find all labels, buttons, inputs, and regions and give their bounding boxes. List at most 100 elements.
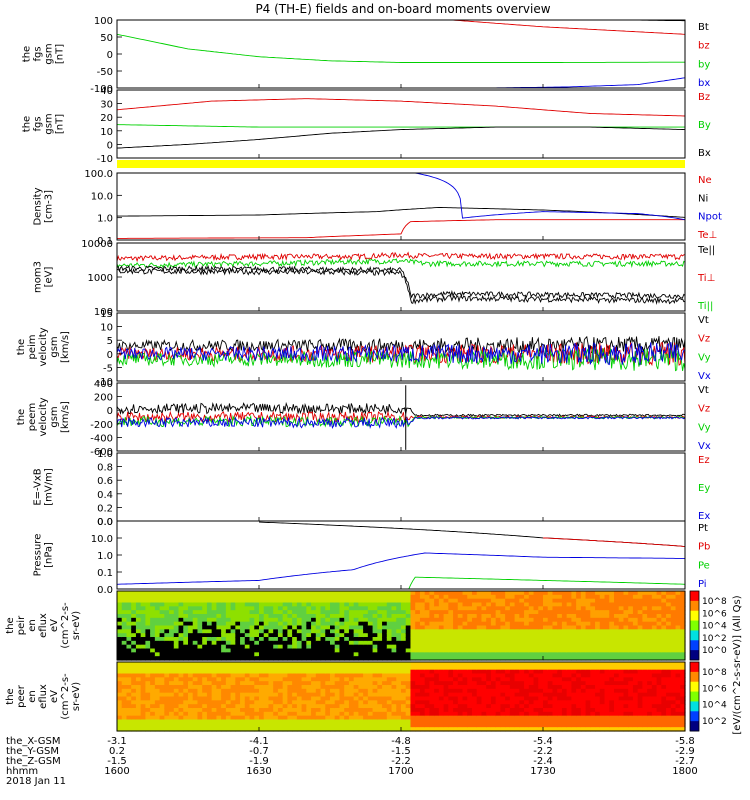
heatmap-cell — [580, 637, 587, 642]
heatmap-cell — [448, 685, 454, 690]
heatmap-cell — [367, 708, 374, 713]
heatmap-cell — [126, 606, 132, 611]
heatmap-cell — [481, 692, 487, 698]
heatmap-cell — [419, 681, 426, 686]
heatmap-cell — [311, 719, 317, 724]
heatmap-cell — [614, 711, 620, 717]
heatmap-cell — [273, 591, 279, 596]
heatmap-cell — [661, 673, 667, 678]
heatmap-cell — [117, 692, 123, 698]
heatmap-cell — [386, 673, 393, 678]
heatmap-cell — [675, 652, 681, 657]
heatmap-cell — [173, 629, 180, 634]
heatmap-cell — [221, 692, 227, 698]
heatmap-cell — [372, 685, 378, 690]
heatmap-cell — [651, 621, 658, 627]
ytick-label: 0 — [107, 50, 113, 61]
ylabel-line: [km/s] — [60, 401, 71, 433]
heatmap-cell — [401, 648, 407, 653]
heatmap-cell — [410, 614, 416, 619]
heatmap-cell — [490, 640, 497, 646]
heatmap-cell — [282, 708, 288, 713]
heatmap-cell — [353, 644, 359, 650]
heatmap-cell — [642, 688, 648, 694]
heatmap-cell — [443, 652, 449, 657]
heatmap-cell — [159, 591, 165, 596]
heatmap-cell — [353, 727, 359, 732]
heatmap-cell — [637, 598, 643, 604]
heatmap-cell — [344, 673, 350, 678]
heatmap-cell — [320, 685, 326, 690]
series-group — [117, 173, 685, 239]
heatmap-cell — [244, 591, 251, 596]
heatmap-cell — [330, 640, 336, 646]
heatmap-cell — [467, 606, 473, 611]
heatmap-cell — [533, 602, 539, 607]
ytick-label: 100 — [94, 307, 113, 318]
heatmap-cell — [637, 681, 643, 686]
heatmap-cell — [415, 685, 421, 690]
heatmap-cell — [363, 696, 369, 701]
heatmap-cell — [576, 598, 582, 604]
heatmap-cell — [405, 640, 412, 646]
heatmap-cell — [131, 594, 137, 600]
heatmap-cell — [552, 610, 558, 615]
heatmap-cell — [557, 614, 563, 619]
heatmap-cell — [604, 633, 610, 638]
heatmap-cell — [206, 681, 213, 686]
heatmap-cell — [486, 704, 492, 709]
heatmap-cell — [505, 727, 511, 732]
heatmap-cell — [462, 696, 468, 701]
heatmap-cell — [552, 711, 558, 717]
heatmap-cell — [282, 669, 288, 675]
heatmap-cell — [178, 708, 184, 713]
heatmap-cell — [221, 633, 227, 638]
heatmap-cell — [206, 692, 213, 698]
legend-Bx: Bx — [698, 148, 711, 159]
heatmap-cell — [249, 715, 255, 721]
heatmap-cell — [476, 637, 483, 642]
heatmap-cell — [154, 704, 161, 709]
heatmap-cell — [543, 711, 549, 717]
heatmap-cell — [164, 648, 170, 653]
heatmap-cell — [448, 610, 454, 615]
colorbar-frame — [689, 661, 700, 732]
heatmap-cell — [419, 606, 426, 611]
heatmap-cell — [557, 629, 563, 634]
heatmap-cell — [348, 685, 355, 690]
heatmap-cell — [301, 602, 307, 607]
heatmap-cell — [320, 692, 326, 698]
heatmap-cell — [126, 681, 132, 686]
heatmap-cell — [429, 640, 435, 646]
heatmap-cell — [221, 644, 227, 650]
heatmap-cell — [188, 723, 194, 728]
heatmap-cell — [131, 715, 137, 721]
heatmap-cell — [377, 692, 383, 698]
heatmap-cell — [135, 669, 142, 675]
heatmap-cell — [561, 621, 568, 627]
heatmap-cell — [675, 662, 681, 667]
heatmap-cell — [235, 681, 241, 686]
heatmap-cell — [348, 719, 355, 724]
heatmap-cell — [543, 594, 549, 600]
heatmap-cell — [457, 665, 464, 671]
heatmap-cell — [121, 621, 128, 627]
heatmap-cell — [590, 719, 596, 724]
heatmap-cell — [216, 617, 222, 623]
heatmap-cell — [670, 669, 677, 675]
heatmap-cell — [259, 625, 265, 630]
heatmap-cell — [628, 662, 634, 667]
heatmap-cell — [443, 715, 449, 721]
heatmap-cell — [391, 677, 397, 682]
heatmap-cell — [424, 711, 430, 717]
heatmap-cell — [405, 633, 412, 638]
heatmap-cell — [680, 688, 686, 694]
heatmap-cell — [202, 715, 208, 721]
heatmap-cell — [301, 665, 307, 671]
heatmap-cell — [514, 677, 520, 682]
heatmap-cell — [457, 692, 464, 698]
heatmap-cell — [599, 648, 606, 653]
heatmap-cell — [178, 711, 184, 717]
heatmap-cell — [240, 719, 246, 724]
heatmap-cell — [647, 704, 653, 709]
